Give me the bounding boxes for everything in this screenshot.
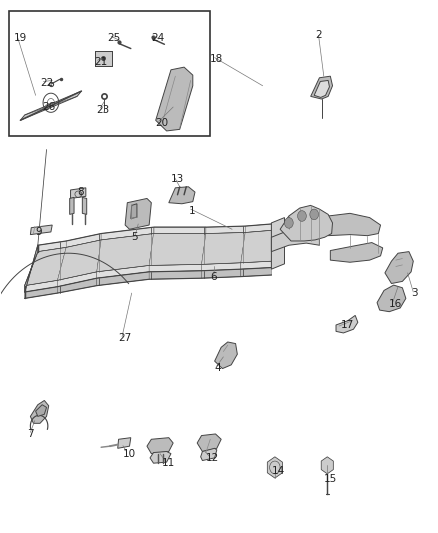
Text: 7: 7 <box>27 429 34 439</box>
Text: 12: 12 <box>206 453 219 463</box>
Text: 10: 10 <box>123 449 136 458</box>
Text: 24: 24 <box>151 33 165 43</box>
Polygon shape <box>241 268 272 277</box>
Polygon shape <box>30 225 52 235</box>
Polygon shape <box>149 233 206 265</box>
Polygon shape <box>310 209 318 220</box>
Text: 22: 22 <box>40 78 53 88</box>
Polygon shape <box>272 228 319 252</box>
Polygon shape <box>125 198 151 229</box>
Polygon shape <box>197 434 221 451</box>
Polygon shape <box>57 272 97 287</box>
Text: 8: 8 <box>77 187 84 197</box>
Polygon shape <box>82 197 87 214</box>
Polygon shape <box>206 226 245 233</box>
Polygon shape <box>241 230 272 263</box>
Polygon shape <box>241 261 272 269</box>
Text: 21: 21 <box>95 57 108 67</box>
Polygon shape <box>201 269 241 278</box>
Polygon shape <box>71 188 86 198</box>
Polygon shape <box>35 405 46 416</box>
Polygon shape <box>245 224 272 232</box>
Polygon shape <box>118 438 131 448</box>
Text: 18: 18 <box>210 54 223 64</box>
Polygon shape <box>70 197 74 214</box>
Bar <box>10 11 210 136</box>
Polygon shape <box>149 271 201 279</box>
Polygon shape <box>97 265 149 278</box>
Text: 6: 6 <box>210 272 217 282</box>
Polygon shape <box>25 287 57 298</box>
Text: 17: 17 <box>341 320 354 330</box>
Polygon shape <box>377 285 406 312</box>
Polygon shape <box>97 272 149 286</box>
Polygon shape <box>201 232 245 264</box>
Polygon shape <box>57 278 97 293</box>
Polygon shape <box>25 280 57 292</box>
Polygon shape <box>25 247 66 286</box>
Polygon shape <box>57 240 101 280</box>
Polygon shape <box>314 80 329 98</box>
Text: 11: 11 <box>162 458 176 468</box>
Polygon shape <box>330 243 383 262</box>
Polygon shape <box>385 252 413 284</box>
Text: 16: 16 <box>389 298 403 309</box>
Polygon shape <box>201 448 217 461</box>
Polygon shape <box>155 67 193 131</box>
Text: 26: 26 <box>42 102 56 112</box>
Text: 25: 25 <box>108 33 121 43</box>
Polygon shape <box>150 451 171 463</box>
Polygon shape <box>336 316 358 333</box>
Polygon shape <box>169 187 195 204</box>
Polygon shape <box>311 76 332 99</box>
Polygon shape <box>101 227 153 240</box>
Text: 23: 23 <box>97 104 110 115</box>
Polygon shape <box>147 438 173 454</box>
Polygon shape <box>66 233 101 247</box>
Text: 15: 15 <box>324 474 337 484</box>
Polygon shape <box>201 263 241 271</box>
Polygon shape <box>25 245 38 292</box>
Polygon shape <box>272 217 285 269</box>
Text: 4: 4 <box>215 362 221 373</box>
Polygon shape <box>149 264 201 272</box>
Polygon shape <box>267 457 283 478</box>
Text: 1: 1 <box>188 206 195 216</box>
Polygon shape <box>131 204 137 219</box>
Text: 3: 3 <box>411 288 418 298</box>
Polygon shape <box>20 91 81 120</box>
Polygon shape <box>328 213 381 236</box>
Polygon shape <box>215 342 237 368</box>
Text: 9: 9 <box>35 227 42 237</box>
Polygon shape <box>97 233 153 272</box>
Polygon shape <box>30 400 49 423</box>
Polygon shape <box>297 211 306 221</box>
Polygon shape <box>38 241 66 252</box>
Text: 27: 27 <box>119 333 132 343</box>
Text: 19: 19 <box>14 33 27 43</box>
Text: 5: 5 <box>132 232 138 243</box>
Text: 20: 20 <box>155 118 169 128</box>
Polygon shape <box>153 227 206 233</box>
Text: 13: 13 <box>171 174 184 184</box>
Text: 2: 2 <box>315 30 321 41</box>
Polygon shape <box>95 51 112 66</box>
Polygon shape <box>321 457 333 474</box>
Polygon shape <box>285 217 293 228</box>
Polygon shape <box>280 205 332 241</box>
Text: 14: 14 <box>272 466 285 476</box>
